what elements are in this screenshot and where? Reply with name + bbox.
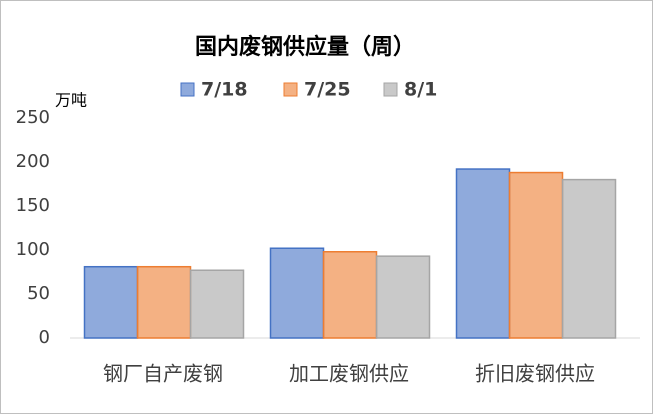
legend-swatch xyxy=(283,82,298,97)
y-tick-label: 200 xyxy=(16,151,50,172)
bar xyxy=(375,255,431,339)
bar xyxy=(455,168,511,339)
y-tick-label: 0 xyxy=(39,327,50,348)
y-tick-label: 250 xyxy=(16,107,50,128)
chart-title: 国内废钢供应量（周） xyxy=(195,34,415,60)
bar xyxy=(189,269,245,339)
legend-label: 7/25 xyxy=(304,79,351,101)
y-axis-label: 万吨 xyxy=(55,91,87,110)
bar xyxy=(269,247,325,339)
y-tick-label: 50 xyxy=(27,283,50,304)
y-tick-label: 100 xyxy=(16,239,50,260)
legend-swatch xyxy=(383,82,398,97)
x-tick-label: 折旧废钢供应 xyxy=(475,362,595,386)
legend-swatch xyxy=(180,82,195,97)
bar xyxy=(136,265,192,339)
bar xyxy=(322,251,378,339)
x-tick-label: 钢厂自产废钢 xyxy=(103,362,223,386)
x-tick-label: 加工废钢供应 xyxy=(289,362,409,386)
legend-label: 7/18 xyxy=(201,79,248,101)
y-tick-label: 150 xyxy=(16,195,50,216)
bar xyxy=(561,178,617,339)
legend-label: 8/1 xyxy=(404,79,437,101)
bar xyxy=(508,171,564,339)
bar xyxy=(83,265,139,339)
